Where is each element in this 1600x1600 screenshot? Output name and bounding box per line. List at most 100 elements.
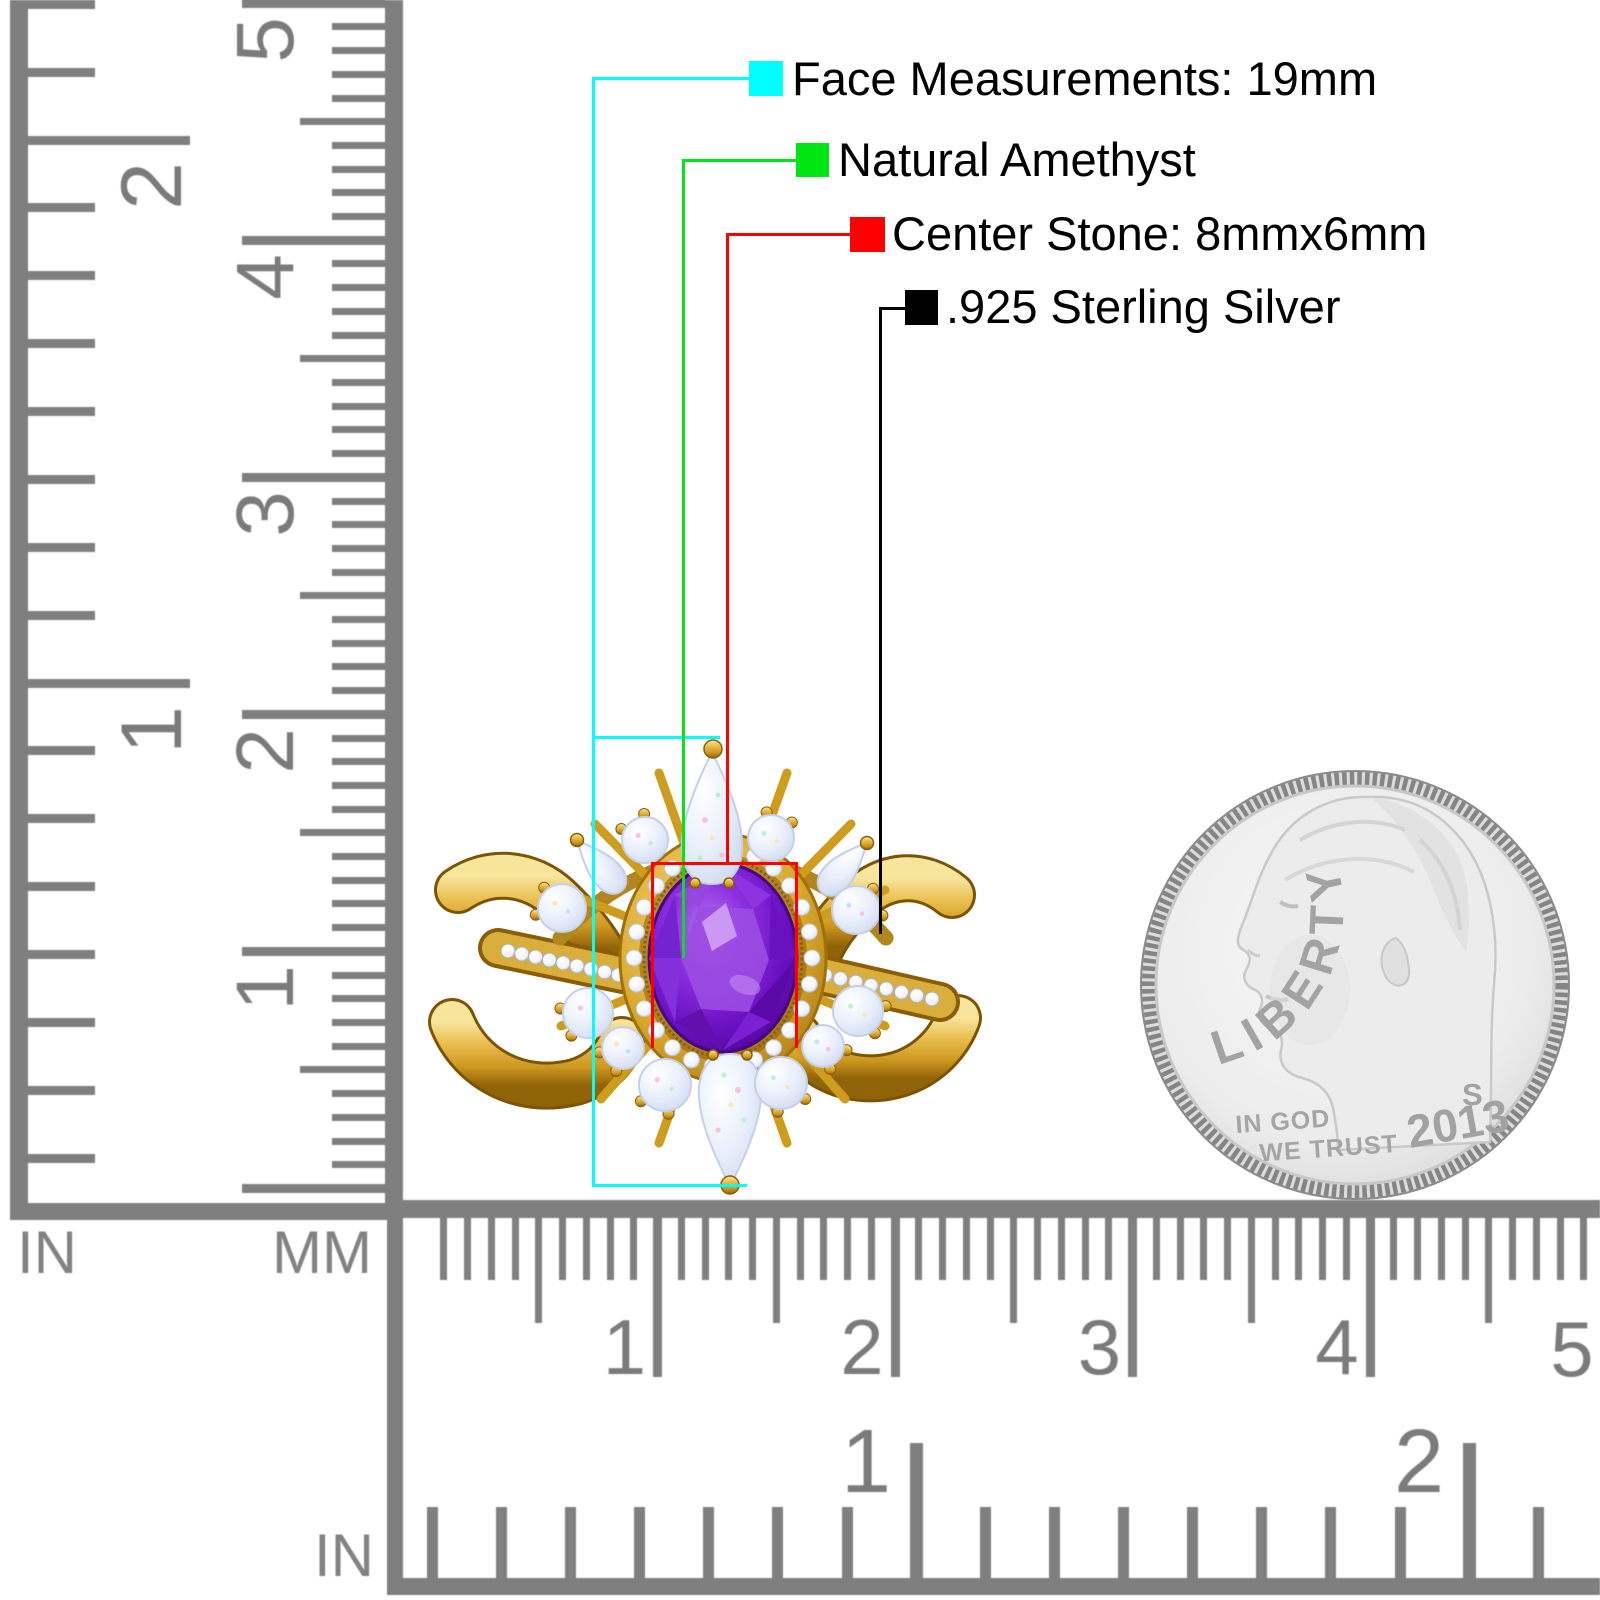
ruler-mark — [28, 814, 95, 824]
ruler-mark — [565, 1507, 577, 1578]
ruler-mark — [1509, 1218, 1516, 1280]
ruler-mark — [332, 165, 385, 173]
amethyst-opal-ring — [428, 739, 982, 1195]
ruler-mark — [28, 474, 95, 484]
ruler-mark — [28, 746, 95, 756]
ruler-mark — [1295, 1218, 1303, 1280]
ruler-mark — [1461, 1218, 1469, 1280]
ruler-mark — [909, 1443, 923, 1578]
ruler-mark — [28, 203, 95, 213]
ruler-mark — [1224, 1218, 1231, 1280]
ruler-mark — [725, 1218, 733, 1280]
ruler-mark — [28, 610, 95, 620]
ruler-mark — [1394, 1507, 1406, 1578]
ruler-mark — [1105, 1218, 1113, 1280]
ruler-mark — [332, 213, 385, 221]
ruler-mark — [701, 1218, 709, 1280]
ruler-mark — [28, 1153, 95, 1163]
ruler-mark — [332, 1137, 385, 1145]
ruler-mark — [559, 1218, 566, 1280]
opal-pear-left — [575, 839, 628, 895]
ruler-mark — [332, 521, 385, 529]
opal-round-stone — [801, 1024, 845, 1068]
ruler-mark — [820, 1218, 828, 1280]
ruler-mark — [332, 805, 385, 813]
dime-coin: LIBERTY IN GOD WE TRUST 2013 S — [1140, 770, 1570, 1200]
ruler-mark — [939, 1218, 946, 1280]
face-measurement-swatch — [749, 61, 783, 96]
callout-line — [593, 1183, 747, 1187]
callout-line — [593, 76, 749, 80]
ruler-mark — [582, 1218, 590, 1280]
ruler-mark — [332, 1042, 385, 1050]
ruler-mark — [511, 1218, 519, 1280]
ruler-mark — [28, 0, 95, 9]
sterling-silver-swatch — [905, 290, 938, 325]
ruler-mark — [1152, 1218, 1160, 1280]
ruler-mark — [535, 1218, 543, 1323]
ruler-number: 4 — [1315, 1303, 1359, 1391]
ruler-mark — [28, 882, 95, 892]
ruler-mark — [28, 542, 95, 552]
ruler-mark — [1128, 1218, 1137, 1377]
ruler-mark — [772, 1218, 780, 1323]
ruler-mark — [1048, 1507, 1060, 1578]
coin-reeded-edge — [1142, 772, 1568, 1198]
ruler-mark — [1010, 1218, 1018, 1323]
ruler-mark — [1532, 1507, 1544, 1578]
ruler-mark — [332, 853, 385, 861]
ruler-mark — [332, 544, 385, 552]
ruler-bar — [387, 1578, 1600, 1595]
ruler-mark — [332, 781, 385, 789]
ruler-mark — [332, 663, 385, 671]
ruler-mark — [242, 472, 385, 482]
callout-line — [880, 306, 905, 310]
ruler-mark — [332, 1161, 385, 1169]
opal-round-stones — [529, 806, 892, 1120]
center-stone-label: Center Stone: 8mmx6mm — [892, 207, 1428, 260]
ruler-mark — [28, 1017, 95, 1027]
ruler-mark — [332, 971, 385, 979]
ruler-mark — [464, 1218, 471, 1280]
ruler-mark — [28, 1085, 95, 1095]
ruler-mark — [332, 924, 385, 932]
ruler-mark — [1390, 1218, 1398, 1280]
ruler-mark — [1580, 1218, 1588, 1280]
callout-line — [681, 158, 685, 958]
ruler-mark — [749, 1218, 756, 1280]
natural-amethyst-label: Natural Amethyst — [838, 133, 1196, 186]
opal-round-stone — [754, 1056, 808, 1110]
ruler-mark — [332, 331, 385, 339]
ruler-number: 3 — [1077, 1303, 1122, 1391]
ruler-mark — [1271, 1218, 1279, 1280]
ruler-number: 5 — [1550, 1305, 1594, 1393]
unit-label-mm: MM — [272, 1219, 372, 1286]
ruler-mark — [1462, 1443, 1476, 1578]
ruler-mark — [300, 592, 385, 600]
ruler-mark — [1342, 1218, 1350, 1280]
ruler-mark — [300, 118, 385, 126]
ruler-mark — [1414, 1218, 1421, 1280]
svg-text:IN GOD: IN GOD — [1235, 1105, 1332, 1140]
ruler-mark — [332, 141, 385, 149]
ruler-mark — [332, 995, 385, 1003]
ruler-mark — [677, 1218, 685, 1280]
ruler-mark — [1081, 1218, 1089, 1280]
ruler-mark — [28, 339, 95, 349]
ruler-mark — [1176, 1218, 1184, 1280]
ruler-bar — [387, 1200, 1600, 1218]
ruler-mark — [242, 235, 385, 245]
ruler-mark — [440, 1218, 448, 1280]
callout-line — [794, 861, 798, 1048]
ruler-mark — [332, 426, 385, 434]
ruler-mark — [332, 497, 385, 505]
ruler-mark — [634, 1507, 646, 1578]
ruler-mark — [1057, 1218, 1065, 1280]
ruler-mark — [332, 47, 385, 55]
ruler-mark — [986, 1218, 994, 1280]
opal-round-stone — [638, 1058, 692, 1112]
opal-round-stone — [832, 985, 884, 1037]
